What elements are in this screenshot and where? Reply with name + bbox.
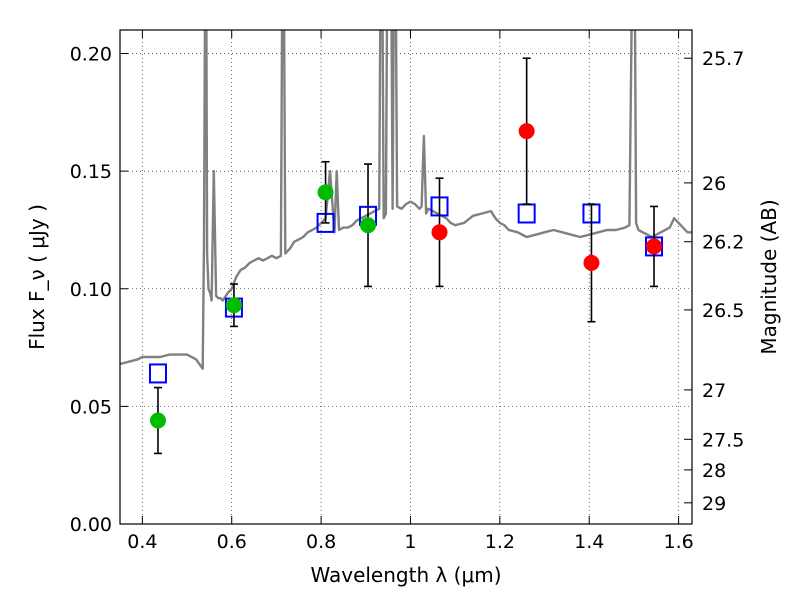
model-point-square (517, 203, 536, 224)
y-axis-right-label: Magnitude (AB) (757, 199, 781, 354)
x-axis-label: Wavelength λ (μm) (310, 563, 501, 587)
x-tick-label: 1 (404, 531, 416, 553)
right-tick-label: 25.7 (702, 48, 744, 70)
right-tick-label: 28 (702, 460, 726, 482)
right-tick-label: 26.5 (702, 300, 744, 322)
observed-point-red (583, 254, 600, 271)
right-tick-label: 27.5 (702, 429, 744, 451)
x-tick-label: 1.2 (485, 531, 515, 553)
right-tick-label: 27 (702, 380, 726, 402)
y-axis-label: Flux F_ν ( μJy ) (25, 204, 49, 350)
observed-point-red (518, 123, 535, 140)
x-tick-label: 0.6 (217, 531, 247, 553)
x-tick-label: 0.8 (306, 531, 336, 553)
spectrum-line (120, 30, 692, 370)
x-tick-label: 1.4 (574, 531, 604, 553)
spectrum-curve-layer (120, 30, 692, 370)
observed-point-green (317, 184, 334, 201)
right-tick-label: 29 (702, 493, 726, 515)
y-tick-label: 0.15 (70, 161, 112, 183)
observed-point-green (149, 412, 166, 429)
x-tick-label: 0.4 (127, 531, 157, 553)
y-tick-label: 0.00 (70, 514, 112, 536)
right-tick-label: 26 (702, 173, 726, 195)
plot-frame (119, 29, 693, 525)
y-tick-label: 0.05 (70, 396, 112, 418)
observed-point-red (646, 238, 663, 255)
right-tick-label: 26.2 (702, 232, 744, 254)
y-tick-label: 0.20 (70, 44, 112, 66)
axis-ticks: 0.4 0.6 0.8 1 1.2 1.4 1.6 0.00 0.05 0.10 0.15 0.20 2… (70, 30, 744, 553)
data-points-layer (148, 57, 664, 455)
x-tick-label: 1.6 (663, 531, 693, 553)
y-tick-label: 0.10 (70, 279, 112, 301)
observed-point-green (360, 217, 377, 234)
observed-point-green (225, 297, 242, 314)
model-point-square (148, 363, 167, 384)
observed-point-red (431, 224, 448, 241)
